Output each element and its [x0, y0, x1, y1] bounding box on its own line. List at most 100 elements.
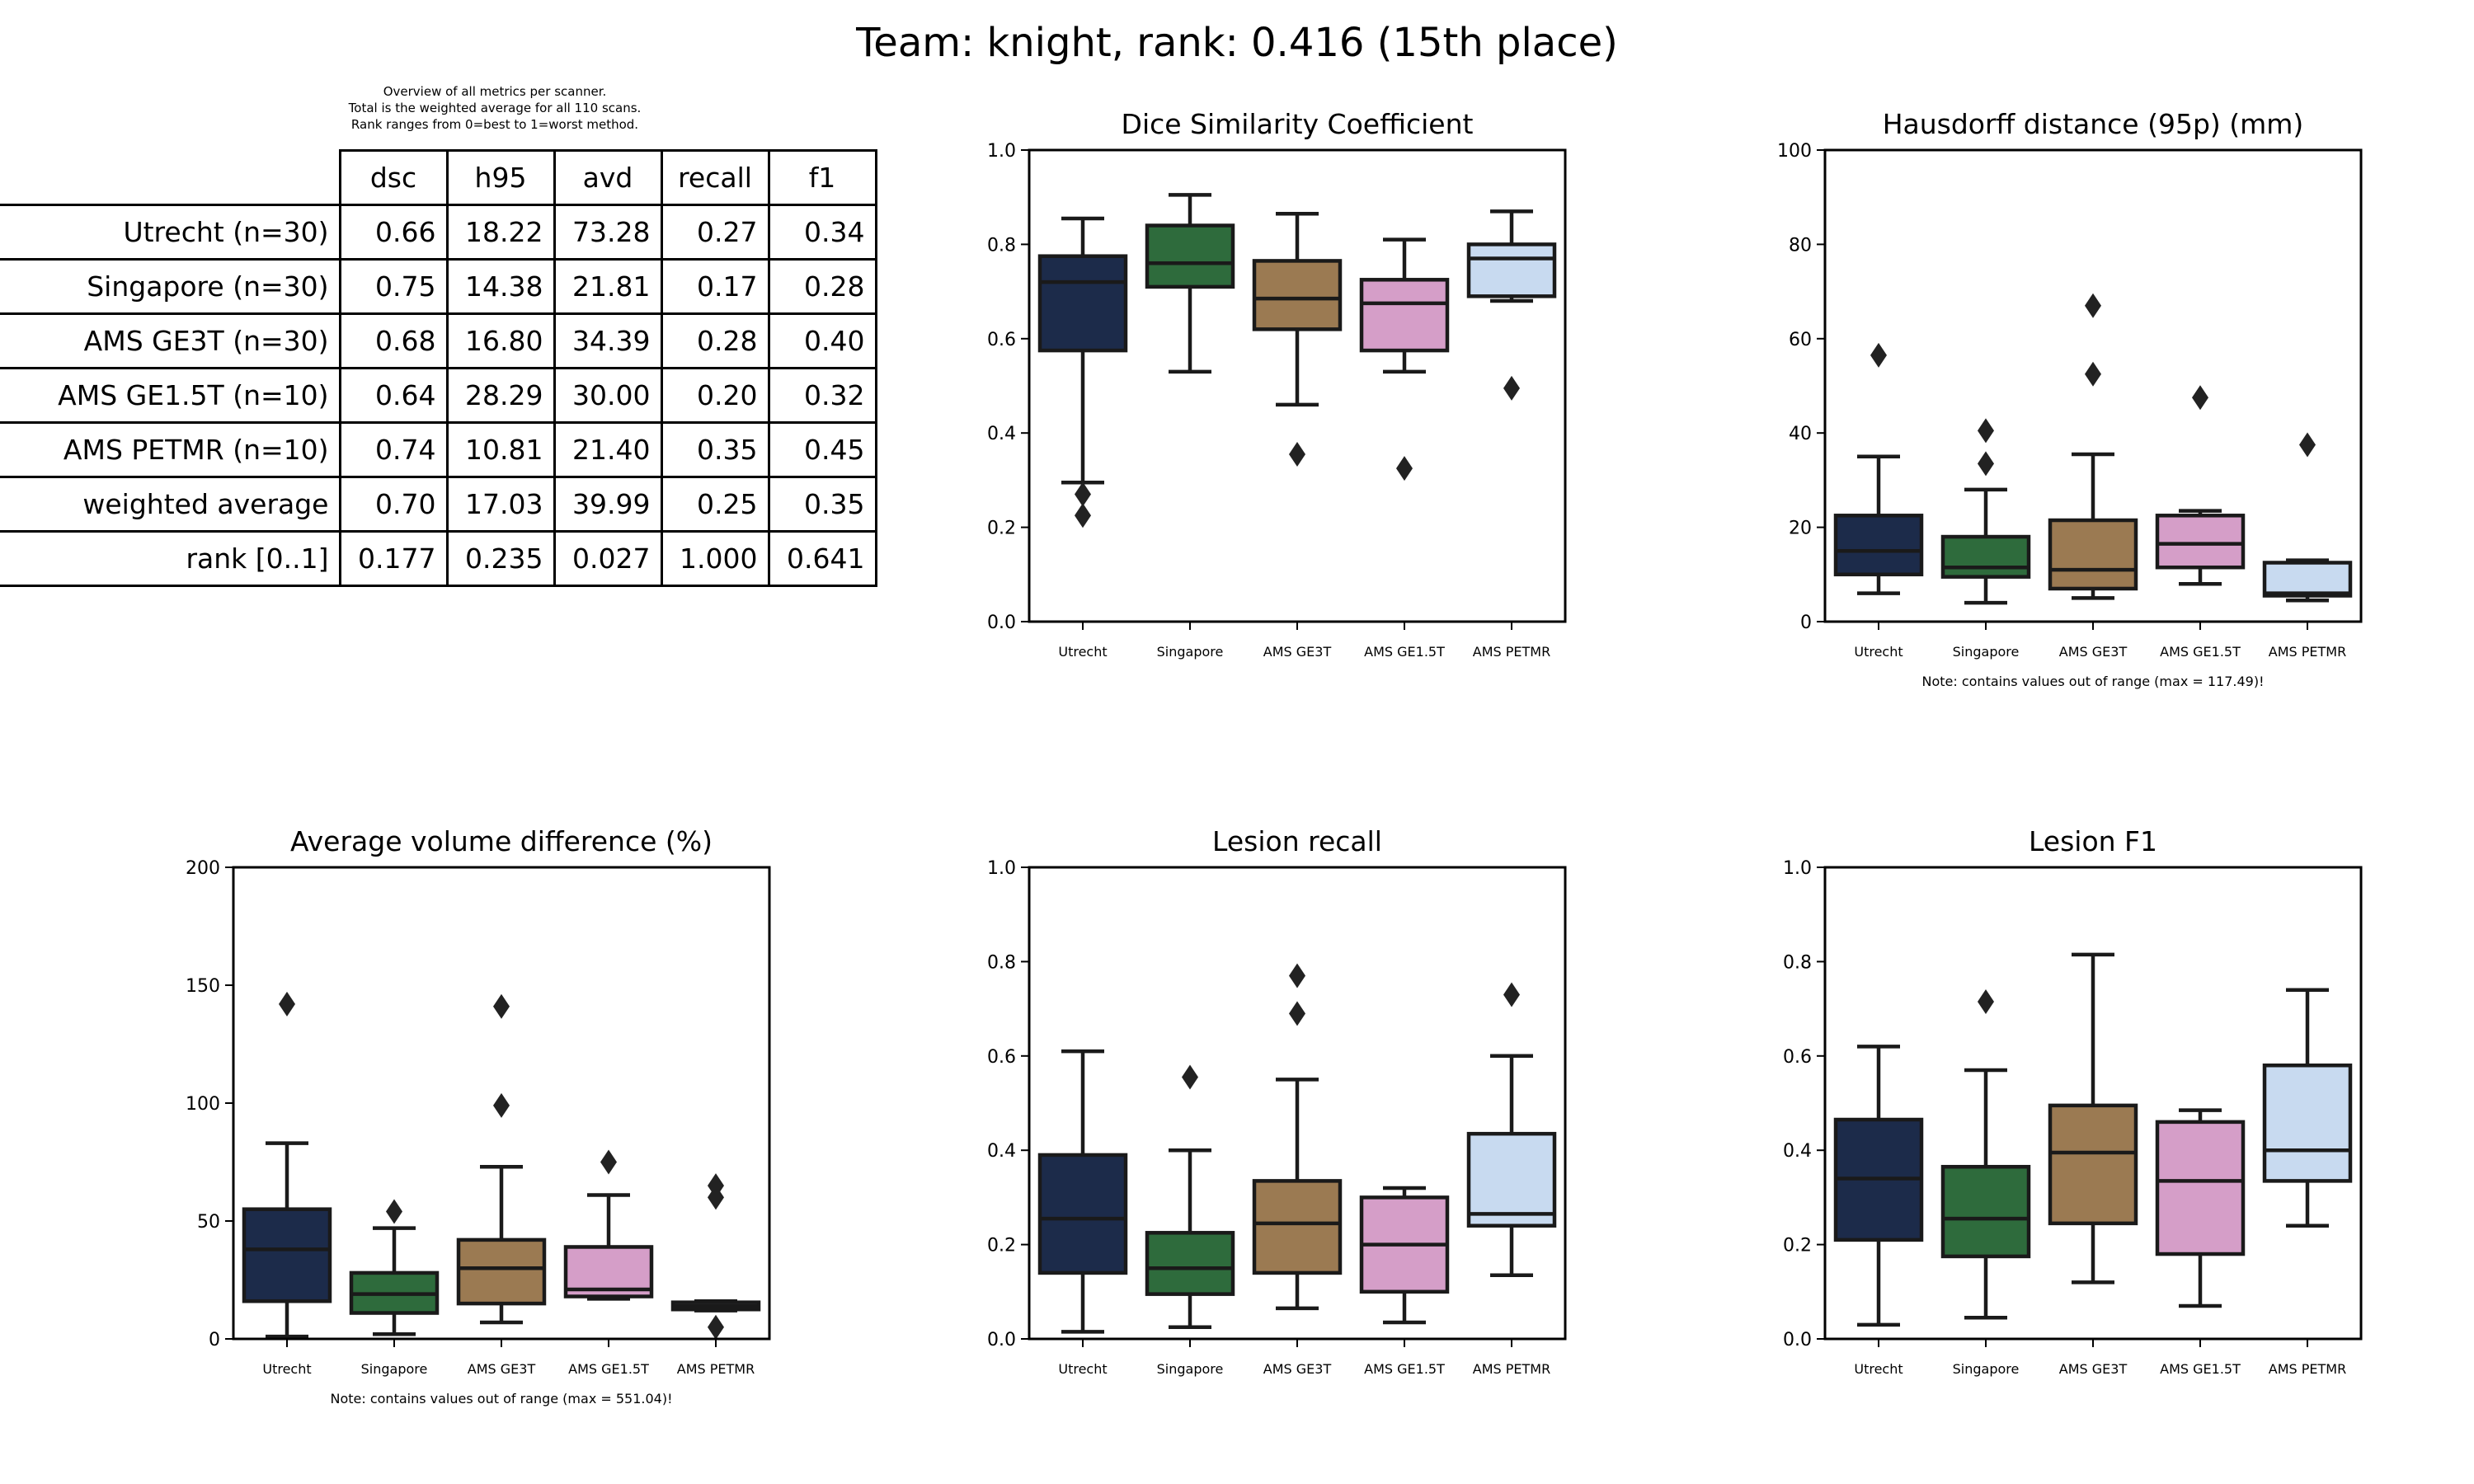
box-singapore: [349, 1199, 440, 1336]
x-tick-label: AMS GE3T: [2059, 644, 2128, 660]
y-tick-label: 0: [1800, 613, 1812, 633]
iqr-box: [1940, 1164, 2031, 1259]
table-cell: 0.70: [338, 476, 449, 533]
x-tick-label: Utrecht: [1854, 644, 1903, 660]
y-tick-label: 0.2: [1783, 1236, 1812, 1256]
box-utrecht: [242, 991, 332, 1339]
x-tick-label: AMS PETMR: [1473, 1361, 1550, 1377]
table-row: Singapore (n=30) 0.75 14.38 21.81 0.17 0…: [0, 258, 877, 315]
x-tick-label: AMS PETMR: [2269, 1361, 2346, 1377]
table-cell: 28.29: [445, 367, 556, 424]
x-tick-label: Utrecht: [1058, 1361, 1107, 1377]
y-tick-label: 0.8: [987, 235, 1016, 256]
table-cell: 0.75: [338, 258, 449, 315]
iqr-box: [2262, 1063, 2353, 1183]
column-header: f1: [767, 149, 877, 206]
y-tick-label: 40: [1789, 424, 1812, 444]
y-tick-label: 1.0: [1783, 858, 1812, 879]
table-cell: 0.20: [660, 367, 770, 424]
outlier-point: [493, 993, 510, 1019]
x-tick-label: Singapore: [1157, 644, 1224, 660]
y-tick-label: 0.8: [1783, 952, 1812, 973]
outlier-point: [1396, 456, 1413, 481]
iqr-box: [1037, 254, 1128, 353]
y-tick-label: 0.6: [987, 330, 1016, 350]
box-utrecht: [1833, 342, 1924, 595]
box-ams-ge1-5t: [1359, 1186, 1450, 1325]
chart-title: Dice Similarity Coefficient: [1122, 108, 1474, 140]
iqr-box: [2048, 1103, 2138, 1226]
table-caption-line: Overview of all metrics per scanner.: [383, 84, 607, 99]
table-cell: 73.28: [553, 204, 663, 261]
iqr-box: [2262, 561, 2353, 598]
y-tick-label: 200: [186, 858, 220, 879]
box-ams-ge3t: [1252, 211, 1343, 467]
iqr-box: [1940, 534, 2031, 579]
y-tick-label: 60: [1789, 330, 1812, 350]
column-header: h95: [445, 149, 556, 206]
table-cell: 0.235: [445, 530, 556, 587]
outlier-point: [708, 1314, 724, 1340]
table-cell: 10.81: [445, 421, 556, 478]
box-ams-ge3t: [456, 993, 547, 1325]
table-cell: 0.25: [660, 476, 770, 533]
table-cell: 18.22: [445, 204, 556, 261]
y-tick-label: 0.0: [987, 1330, 1016, 1350]
table-cell: 0.27: [660, 204, 770, 261]
x-tick-label: Singapore: [1953, 1361, 2020, 1377]
box-ams-petmr: [1466, 982, 1557, 1278]
table-cell: 0.17: [660, 258, 770, 315]
chart-avd: Average volume difference (%) 0 50 100 150 20…: [186, 825, 771, 1407]
y-tick-label: 20: [1789, 519, 1812, 539]
box-utrecht: [1833, 1045, 1924, 1327]
row-label: AMS GE3T (n=30): [0, 312, 341, 369]
row-label: weighted average: [0, 476, 341, 533]
table-cell: 17.03: [445, 476, 556, 533]
table-cell: 0.027: [553, 530, 663, 587]
table-caption-line: Total is the weighted average for all 11…: [348, 101, 642, 115]
page-title: Team: knight, rank: 0.416 (15th place): [856, 20, 1618, 66]
table-header-row: dsc h95 avd recall f1: [0, 149, 877, 206]
table-cell: 14.38: [445, 258, 556, 315]
box-singapore: [1940, 418, 2031, 605]
x-tick-label: AMS GE3T: [2059, 1361, 2128, 1377]
outlier-point: [2299, 432, 2316, 458]
outlier-point: [1289, 441, 1305, 467]
outlier-point: [1978, 451, 1994, 477]
y-tick-label: 150: [186, 976, 220, 997]
box-singapore: [1145, 1064, 1235, 1329]
table-cell: 21.81: [553, 258, 663, 315]
box-ams-ge3t: [2048, 952, 2138, 1284]
iqr-box: [2048, 518, 2138, 591]
x-tick-label: AMS GE1.5T: [568, 1361, 649, 1377]
y-tick-label: 0.2: [987, 519, 1016, 539]
chart-title: Hausdorff distance (95p) (mm): [1883, 108, 2304, 140]
box-ams-ge3t: [2048, 293, 2138, 600]
table-cell: 0.28: [660, 312, 770, 369]
iqr-box: [1466, 1131, 1557, 1228]
range-note: Note: contains values out of range (max …: [1921, 674, 2264, 689]
chart-dice: Dice Similarity Coefficient 0.0 0.2 0.4 0.6 0…: [987, 108, 1567, 660]
box-ams-petmr: [2262, 988, 2353, 1228]
x-tick-label: Utrecht: [1058, 644, 1107, 660]
table-cell: 0.32: [767, 367, 877, 424]
y-tick-label: 100: [1777, 141, 1812, 162]
x-tick-label: AMS PETMR: [677, 1361, 755, 1377]
y-tick-label: 0.6: [987, 1047, 1016, 1068]
table-cell: 0.68: [338, 312, 449, 369]
x-tick-label: AMS GE3T: [1263, 644, 1332, 660]
y-tick-label: 0.4: [987, 424, 1016, 444]
x-tick-label: AMS GE3T: [1263, 1361, 1332, 1377]
x-tick-label: AMS GE1.5T: [2160, 1361, 2241, 1377]
box-ams-ge1-5t: [1359, 237, 1450, 481]
table-cell: 21.40: [553, 421, 663, 478]
outlier-point: [1503, 375, 1520, 401]
y-tick-label: 0.2: [987, 1236, 1016, 1256]
table-cell: 0.28: [767, 258, 877, 315]
outlier-point: [2085, 361, 2101, 387]
iqr-box: [1466, 242, 1557, 298]
outlier-point: [1289, 963, 1305, 989]
table-row: AMS GE1.5T (n=10) 0.64 28.29 30.00 0.20 …: [0, 367, 877, 424]
box-ams-petmr: [1466, 209, 1557, 401]
x-tick-label: AMS PETMR: [2269, 644, 2346, 660]
